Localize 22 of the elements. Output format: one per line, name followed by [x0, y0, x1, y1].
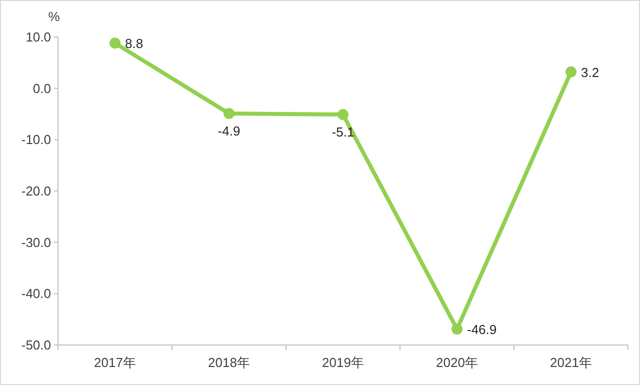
data-label: 3.2 — [581, 64, 600, 80]
y-tick-label: 0.0 — [32, 80, 51, 96]
x-tick-label: 2018年 — [208, 355, 250, 370]
data-label: -4.9 — [218, 123, 240, 138]
point — [566, 66, 576, 78]
x-tick-label: 2020年 — [436, 355, 478, 370]
point — [224, 108, 234, 119]
point — [452, 324, 462, 335]
point — [110, 38, 120, 49]
y-tick-label: -50.0 — [21, 338, 51, 352]
x-tick-label: 2019年 — [322, 355, 364, 370]
point — [338, 109, 348, 120]
y-tick-label: -20.0 — [21, 184, 51, 198]
y-axis-title: % — [48, 9, 60, 24]
x-tick-label: 2017年 — [94, 355, 136, 370]
y-tick-label: -40.0 — [21, 286, 51, 302]
y-tick-label: -30.0 — [21, 234, 51, 250]
data-label: -46.9 — [467, 322, 497, 338]
x-tick-label: 2021年 — [550, 355, 592, 370]
data-label: 8.8 — [125, 36, 144, 52]
y-tick-label: -10.0 — [21, 132, 51, 148]
y-tick-label: 10.0 — [26, 30, 51, 44]
